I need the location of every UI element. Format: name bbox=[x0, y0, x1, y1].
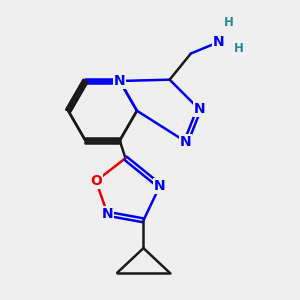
Text: N: N bbox=[193, 102, 205, 116]
Text: N: N bbox=[154, 179, 166, 193]
Text: N: N bbox=[114, 74, 126, 88]
Text: N: N bbox=[102, 207, 113, 221]
Text: N: N bbox=[213, 35, 224, 49]
Text: H: H bbox=[224, 16, 233, 29]
Text: O: O bbox=[90, 174, 102, 188]
Text: N: N bbox=[180, 135, 192, 149]
Text: H: H bbox=[233, 42, 243, 55]
